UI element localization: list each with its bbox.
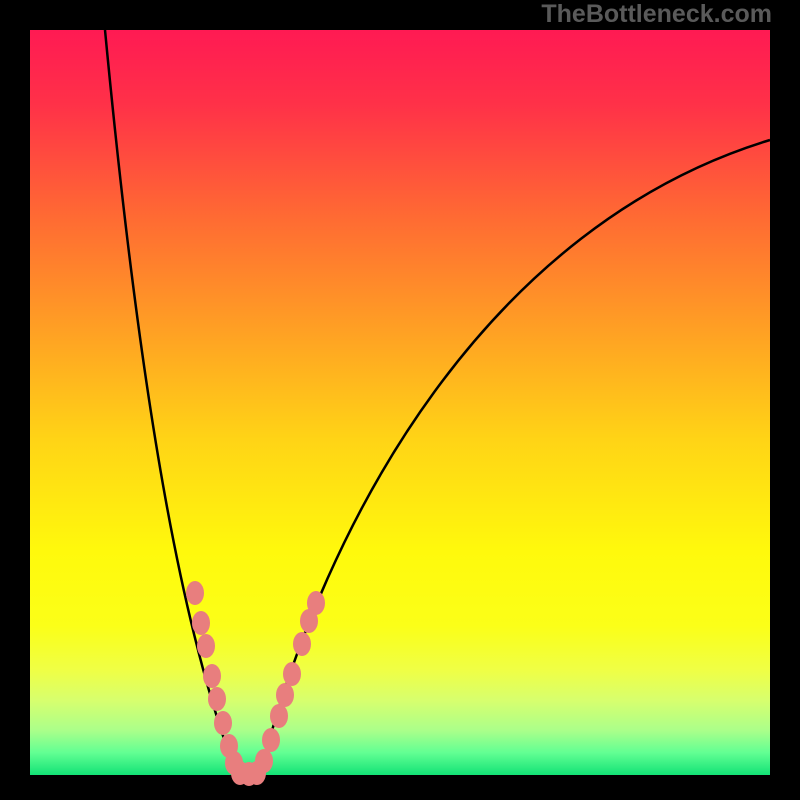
curve-marker — [186, 581, 204, 605]
curve-marker — [203, 664, 221, 688]
curve-marker — [270, 704, 288, 728]
curve-marker — [307, 591, 325, 615]
curve-marker — [208, 687, 226, 711]
watermark-text: TheBottleneck.com — [541, 0, 772, 29]
curve-marker — [276, 683, 294, 707]
curve-right — [260, 140, 770, 775]
curve-marker — [293, 632, 311, 656]
curve-left — [105, 30, 237, 775]
curve-marker — [192, 611, 210, 635]
curve-marker — [197, 634, 215, 658]
curve-marker — [262, 728, 280, 752]
curve-marker — [283, 662, 301, 686]
curve-marker — [255, 749, 273, 773]
chart-root: TheBottleneck.com — [0, 0, 800, 800]
curve-layer — [0, 0, 800, 800]
curve-marker — [214, 711, 232, 735]
